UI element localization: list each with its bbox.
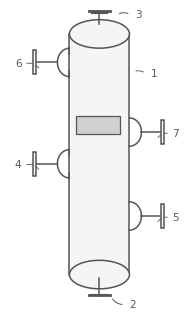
Bar (33, 152, 36, 176)
Ellipse shape (69, 20, 129, 48)
Text: 4: 4 (15, 160, 21, 170)
Text: 1: 1 (150, 68, 157, 79)
Bar (69, 34, 129, 274)
Text: 2: 2 (129, 300, 136, 310)
Text: 5: 5 (173, 212, 179, 223)
Ellipse shape (69, 260, 129, 289)
Bar (161, 204, 164, 228)
Text: 7: 7 (173, 129, 179, 139)
Bar (76, 116, 120, 134)
Text: 3: 3 (135, 10, 141, 20)
Bar (161, 120, 164, 144)
Bar (33, 50, 36, 74)
Text: 6: 6 (15, 59, 21, 69)
